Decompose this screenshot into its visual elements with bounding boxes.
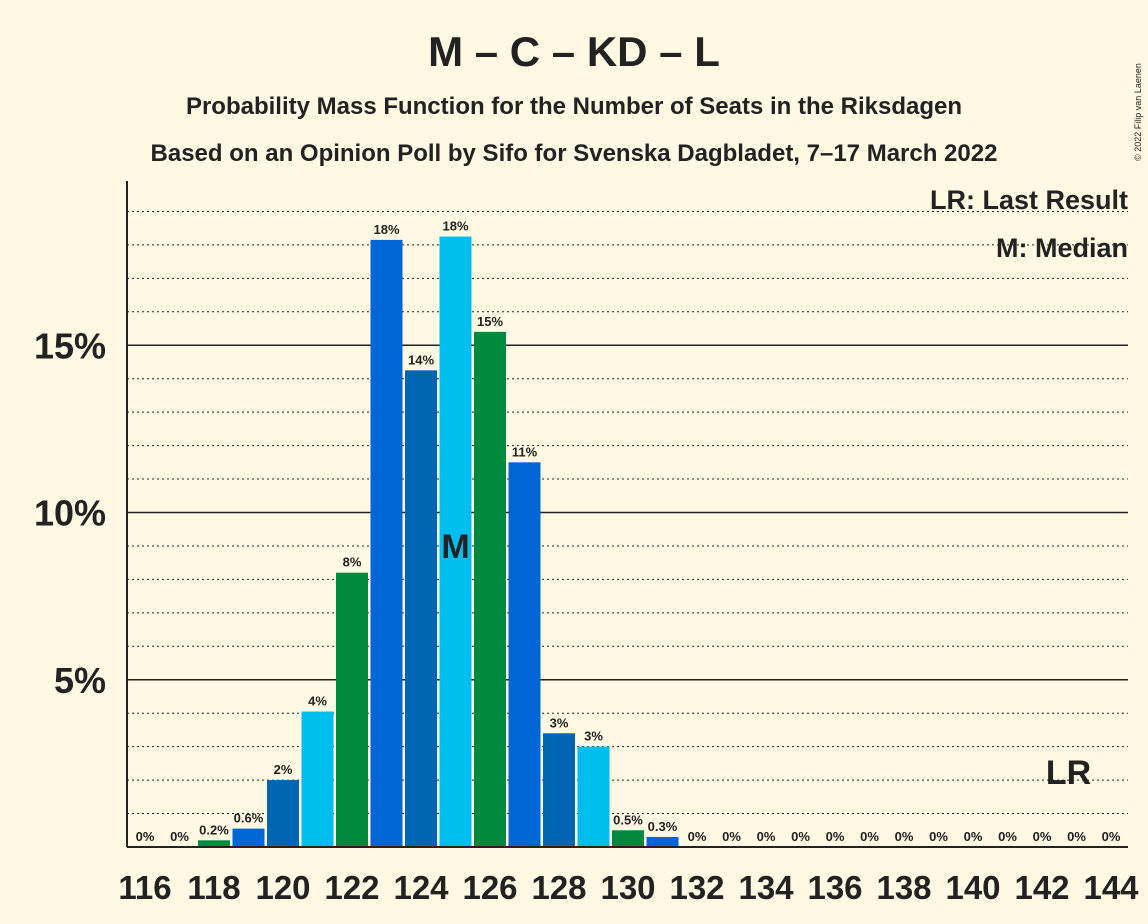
data-label-117: 0%	[170, 829, 189, 844]
y-tick-label: 5%	[54, 660, 106, 701]
data-label-123: 18%	[373, 222, 399, 237]
data-label-142: 0%	[1033, 829, 1052, 844]
x-tick-label: 136	[807, 869, 862, 906]
x-tick-label: 122	[324, 869, 379, 906]
data-label-137: 0%	[860, 829, 879, 844]
x-tick-label: 120	[255, 869, 310, 906]
data-label-118: 0.2%	[199, 822, 229, 837]
bar-119	[232, 828, 265, 847]
median-marker: M	[441, 528, 469, 566]
last-result-marker: LR	[1046, 754, 1091, 792]
data-label-138: 0%	[895, 829, 914, 844]
data-label-144: 0%	[1102, 829, 1121, 844]
x-tick-label: 134	[738, 869, 794, 906]
legend-median: M: Median	[996, 233, 1128, 263]
data-label-128: 3%	[550, 715, 569, 730]
data-label-119: 0.6%	[234, 811, 264, 826]
y-tick-label: 15%	[34, 325, 106, 366]
x-tick-label: 128	[531, 869, 586, 906]
data-label-130: 0.5%	[613, 812, 643, 827]
bar-118	[198, 840, 230, 847]
x-tick-label: 116	[118, 869, 171, 906]
data-label-141: 0%	[998, 829, 1017, 844]
x-tick-label: 126	[462, 869, 517, 906]
data-label-134: 0%	[757, 829, 776, 844]
x-tick-label: 130	[600, 869, 655, 906]
data-label-121: 4%	[308, 694, 327, 709]
bar-121	[301, 711, 334, 847]
x-axis-ticks: 116 118 120 122 124 126 128 130 132 134 136 138 140 1…	[118, 869, 1139, 906]
bar-130	[612, 830, 644, 847]
data-label-133: 0%	[722, 829, 741, 844]
x-tick-label: 140	[945, 869, 1000, 906]
x-tick-label: 118	[187, 869, 240, 906]
data-label-129: 3%	[584, 729, 603, 744]
data-label-125: 18%	[442, 219, 468, 234]
copyright-notice: © 2022 Filip van Laenen	[1133, 63, 1143, 161]
data-label-122: 8%	[343, 555, 362, 570]
data-label-135: 0%	[791, 829, 810, 844]
data-label-116: 0%	[136, 829, 155, 844]
bar-128	[543, 733, 575, 847]
data-label-132: 0%	[688, 829, 707, 844]
bar-126	[474, 331, 506, 847]
data-label-126: 15%	[477, 314, 503, 329]
chart-subtitle: Probability Mass Function for the Number…	[186, 93, 962, 120]
data-label-139: 0%	[929, 829, 948, 844]
bar-131	[646, 836, 679, 847]
data-label-127: 11%	[512, 444, 538, 459]
data-label-143: 0%	[1067, 829, 1086, 844]
data-label-124: 14%	[408, 352, 434, 367]
y-tick-label: 10%	[34, 493, 106, 534]
bar-124	[405, 370, 437, 847]
bar-123	[370, 239, 403, 847]
chart-subtitle-2: Based on an Opinion Poll by Sifo for Sve…	[151, 140, 998, 167]
grid-lines	[127, 210, 1128, 815]
bar-129	[577, 746, 610, 847]
x-tick-label: 144	[1083, 869, 1139, 906]
bars	[198, 236, 679, 848]
bar-127	[508, 462, 541, 847]
x-tick-label: 142	[1014, 869, 1069, 906]
data-label-140: 0%	[964, 829, 983, 844]
chart-title: M – C – KD – L	[428, 28, 720, 75]
data-label-120: 2%	[274, 762, 293, 777]
y-axis-ticks: 5% 10% 15%	[34, 325, 106, 701]
bar-120	[267, 780, 299, 847]
data-label-136: 0%	[826, 829, 845, 844]
bar-122	[336, 572, 368, 847]
data-label-131: 0.3%	[648, 819, 678, 834]
x-tick-label: 138	[876, 869, 931, 906]
data-labels: 0% 0% 0.2% 0.6% 2% 4% 8% 18% 14% 18% 15% 11% 3% 3% 0.5…	[136, 219, 1121, 844]
x-tick-label: 124	[393, 869, 449, 906]
legend-last-result: LR: Last Result	[930, 185, 1128, 215]
x-tick-label: 132	[669, 869, 724, 906]
bar-125	[439, 236, 472, 848]
